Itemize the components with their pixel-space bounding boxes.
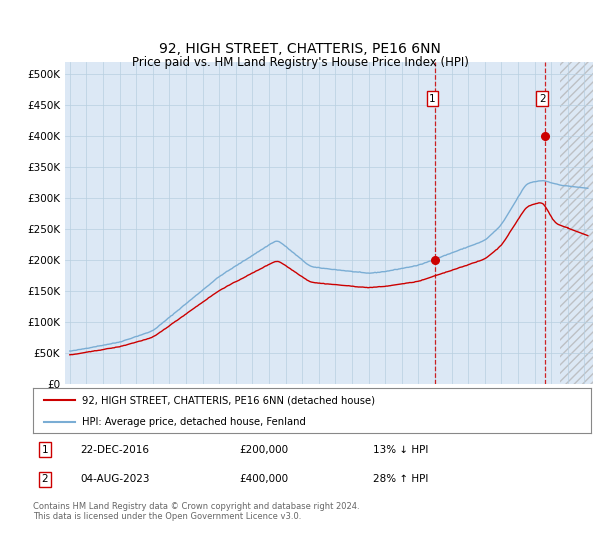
Text: 04-AUG-2023: 04-AUG-2023	[80, 474, 150, 484]
Text: 2: 2	[41, 474, 48, 484]
Text: 92, HIGH STREET, CHATTERIS, PE16 6NN: 92, HIGH STREET, CHATTERIS, PE16 6NN	[159, 42, 441, 56]
Text: £200,000: £200,000	[239, 445, 289, 455]
Text: HPI: Average price, detached house, Fenland: HPI: Average price, detached house, Fenl…	[82, 417, 306, 427]
Text: 1: 1	[429, 94, 436, 104]
Text: 22-DEC-2016: 22-DEC-2016	[80, 445, 149, 455]
Text: Price paid vs. HM Land Registry's House Price Index (HPI): Price paid vs. HM Land Registry's House …	[131, 56, 469, 69]
Text: Contains HM Land Registry data © Crown copyright and database right 2024.
This d: Contains HM Land Registry data © Crown c…	[33, 502, 359, 521]
Text: 2: 2	[539, 94, 545, 104]
Bar	[560, 62, 593, 384]
Text: £400,000: £400,000	[239, 474, 289, 484]
Text: 92, HIGH STREET, CHATTERIS, PE16 6NN (detached house): 92, HIGH STREET, CHATTERIS, PE16 6NN (de…	[82, 395, 375, 405]
Text: 28% ↑ HPI: 28% ↑ HPI	[373, 474, 429, 484]
Text: 13% ↓ HPI: 13% ↓ HPI	[373, 445, 429, 455]
Text: 1: 1	[41, 445, 48, 455]
